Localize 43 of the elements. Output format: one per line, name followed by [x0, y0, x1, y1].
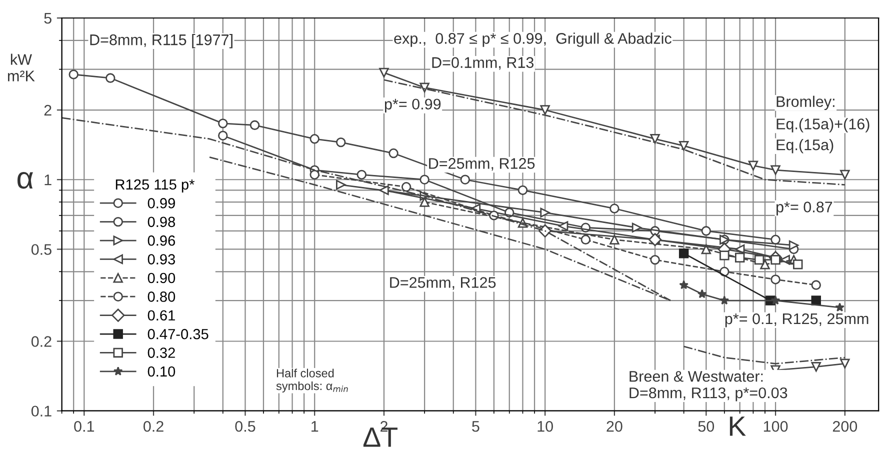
- x-tick-label: 20: [606, 420, 622, 432]
- x-tick-label: 10: [538, 420, 553, 432]
- annotation: p*= 0.87: [776, 202, 832, 216]
- x-tick-label: 0.2: [144, 420, 164, 432]
- annotation: D=8mm, R115 [1977]: [90, 34, 232, 48]
- annotation: exp., 0.87 ≤ p* ≤ 0.99, Grigull & Abadzic: [394, 32, 672, 47]
- annotation: D=25mm, R125: [390, 277, 496, 290]
- y-tick-label: 1: [44, 174, 52, 186]
- legend-label: 0.47-0.35: [148, 328, 208, 340]
- legend-label: 0.10: [148, 366, 176, 377]
- legend-title: R125 115 p*: [116, 179, 195, 193]
- annotation: D=25mm, R125: [429, 158, 535, 171]
- annotation: Half closed symbols: α$_{min}$: [276, 368, 348, 392]
- text: K: [730, 416, 746, 436]
- annotation: Breen & Westwater: D=8mm, R113, p*=0.03: [630, 371, 788, 402]
- y-axis-title: α: [18, 172, 34, 189]
- y-tick-label: 0.2: [31, 336, 52, 347]
- legend-label: 0.90: [148, 272, 176, 284]
- annotation: Eq.(15a): [776, 139, 834, 154]
- x-tick-label: 50: [698, 420, 714, 432]
- x-tick-label: 1: [312, 421, 318, 432]
- legend-label: 0.99: [148, 198, 175, 208]
- y-tick-label: 0.1: [31, 406, 52, 417]
- legend-label: 0.61: [148, 310, 175, 321]
- x-tick-label: 200: [832, 420, 858, 432]
- y-tick-label: 2: [44, 104, 52, 116]
- annotation: Eq.(15a)+(16): [776, 118, 870, 132]
- x-tick-label: 0.1: [74, 420, 94, 432]
- legend-label: 0.93: [148, 254, 176, 264]
- text: kW m²K: [8, 54, 35, 82]
- annotation: D=0.1mm, R13: [432, 57, 534, 70]
- y-tick-label: 0.5: [31, 244, 52, 255]
- annotation: Bromley:: [776, 96, 834, 110]
- legend-label: 0.80: [148, 292, 176, 302]
- legend-label: 0.32: [148, 348, 175, 358]
- legend-label: 0.96: [148, 235, 176, 246]
- legend-label: 0.98: [148, 216, 176, 228]
- y-tick-label: 5: [44, 13, 52, 24]
- x-tick-label: 5: [472, 421, 480, 432]
- annotation: p*= 0.1, R125, 25mm: [725, 313, 868, 328]
- x-tick-label: 0.5: [235, 420, 256, 432]
- x-tick-label: 100: [764, 420, 788, 432]
- annotation: p*= 0.99: [384, 98, 441, 113]
